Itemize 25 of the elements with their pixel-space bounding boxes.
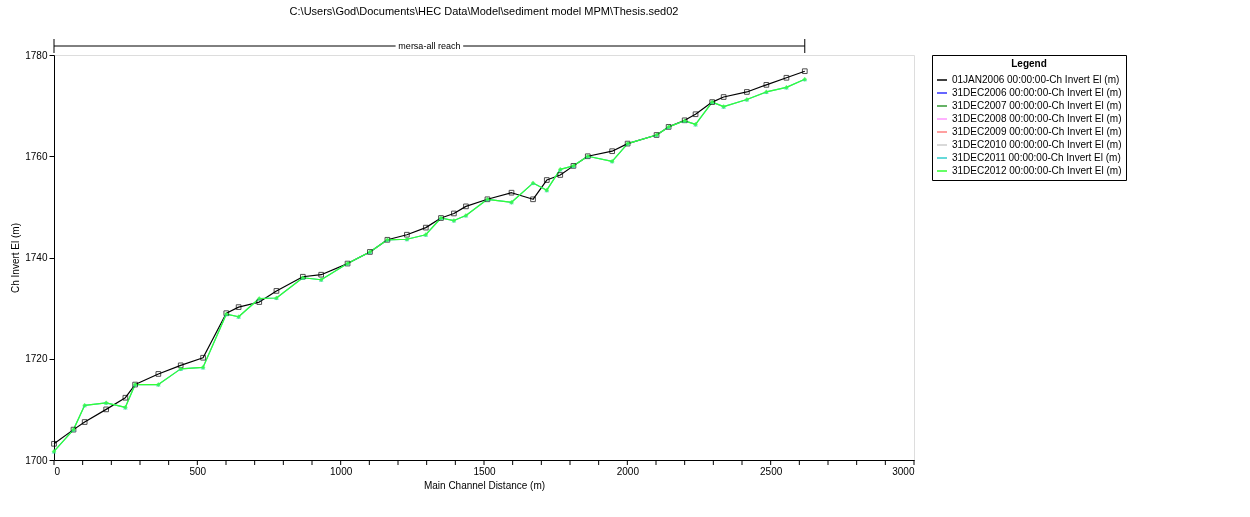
legend-label: 31DEC2008 00:00:00-Ch Invert El (m) <box>952 113 1122 124</box>
x-tick-label: 3000 <box>892 465 915 477</box>
y-tick-label: 1700 <box>25 454 48 466</box>
x-tick-label: 2000 <box>616 465 640 477</box>
legend-label: 31DEC2010 00:00:00-Ch Invert El (m) <box>952 139 1122 150</box>
x-tick-label: 1000 <box>330 465 353 477</box>
legend-label: 01JAN2006 00:00:00-Ch Invert El (m) <box>952 74 1120 85</box>
y-tick-label: 1720 <box>25 353 48 365</box>
x-tick-label: 0 <box>54 465 61 477</box>
legend-label: 31DEC2006 00:00:00-Ch Invert El (m) <box>952 87 1122 98</box>
x-tick-label: 2500 <box>760 465 783 477</box>
text: mersa-all reach <box>398 41 461 51</box>
legend-label: 31DEC2009 00:00:00-Ch Invert El (m) <box>952 126 1122 137</box>
chart-title: C:\Users\God\Documents\HEC Data\Model\sediment model MPM\Thesis.sed02 <box>289 4 679 17</box>
legend-label: 31DEC2012 00:00:00-Ch Invert El (m) <box>952 165 1122 176</box>
y-tick-label: 1740 <box>25 252 48 263</box>
legend-label: 31DEC2011 00:00:00-Ch Invert El (m) <box>952 152 1121 163</box>
y-axis-title: Ch Invert El (m) <box>10 222 22 294</box>
y-tick-label: 1780 <box>25 49 48 61</box>
legend-label: 31DEC2007 00:00:00-Ch Invert El (m) <box>952 100 1122 111</box>
x-tick-label: 1500 <box>473 465 497 477</box>
legend-title: Legend <box>1011 58 1047 69</box>
x-axis-title: Main Channel Distance (m) <box>423 479 546 491</box>
x-tick-label: 500 <box>189 465 207 477</box>
y-tick-label: 1760 <box>25 150 48 162</box>
